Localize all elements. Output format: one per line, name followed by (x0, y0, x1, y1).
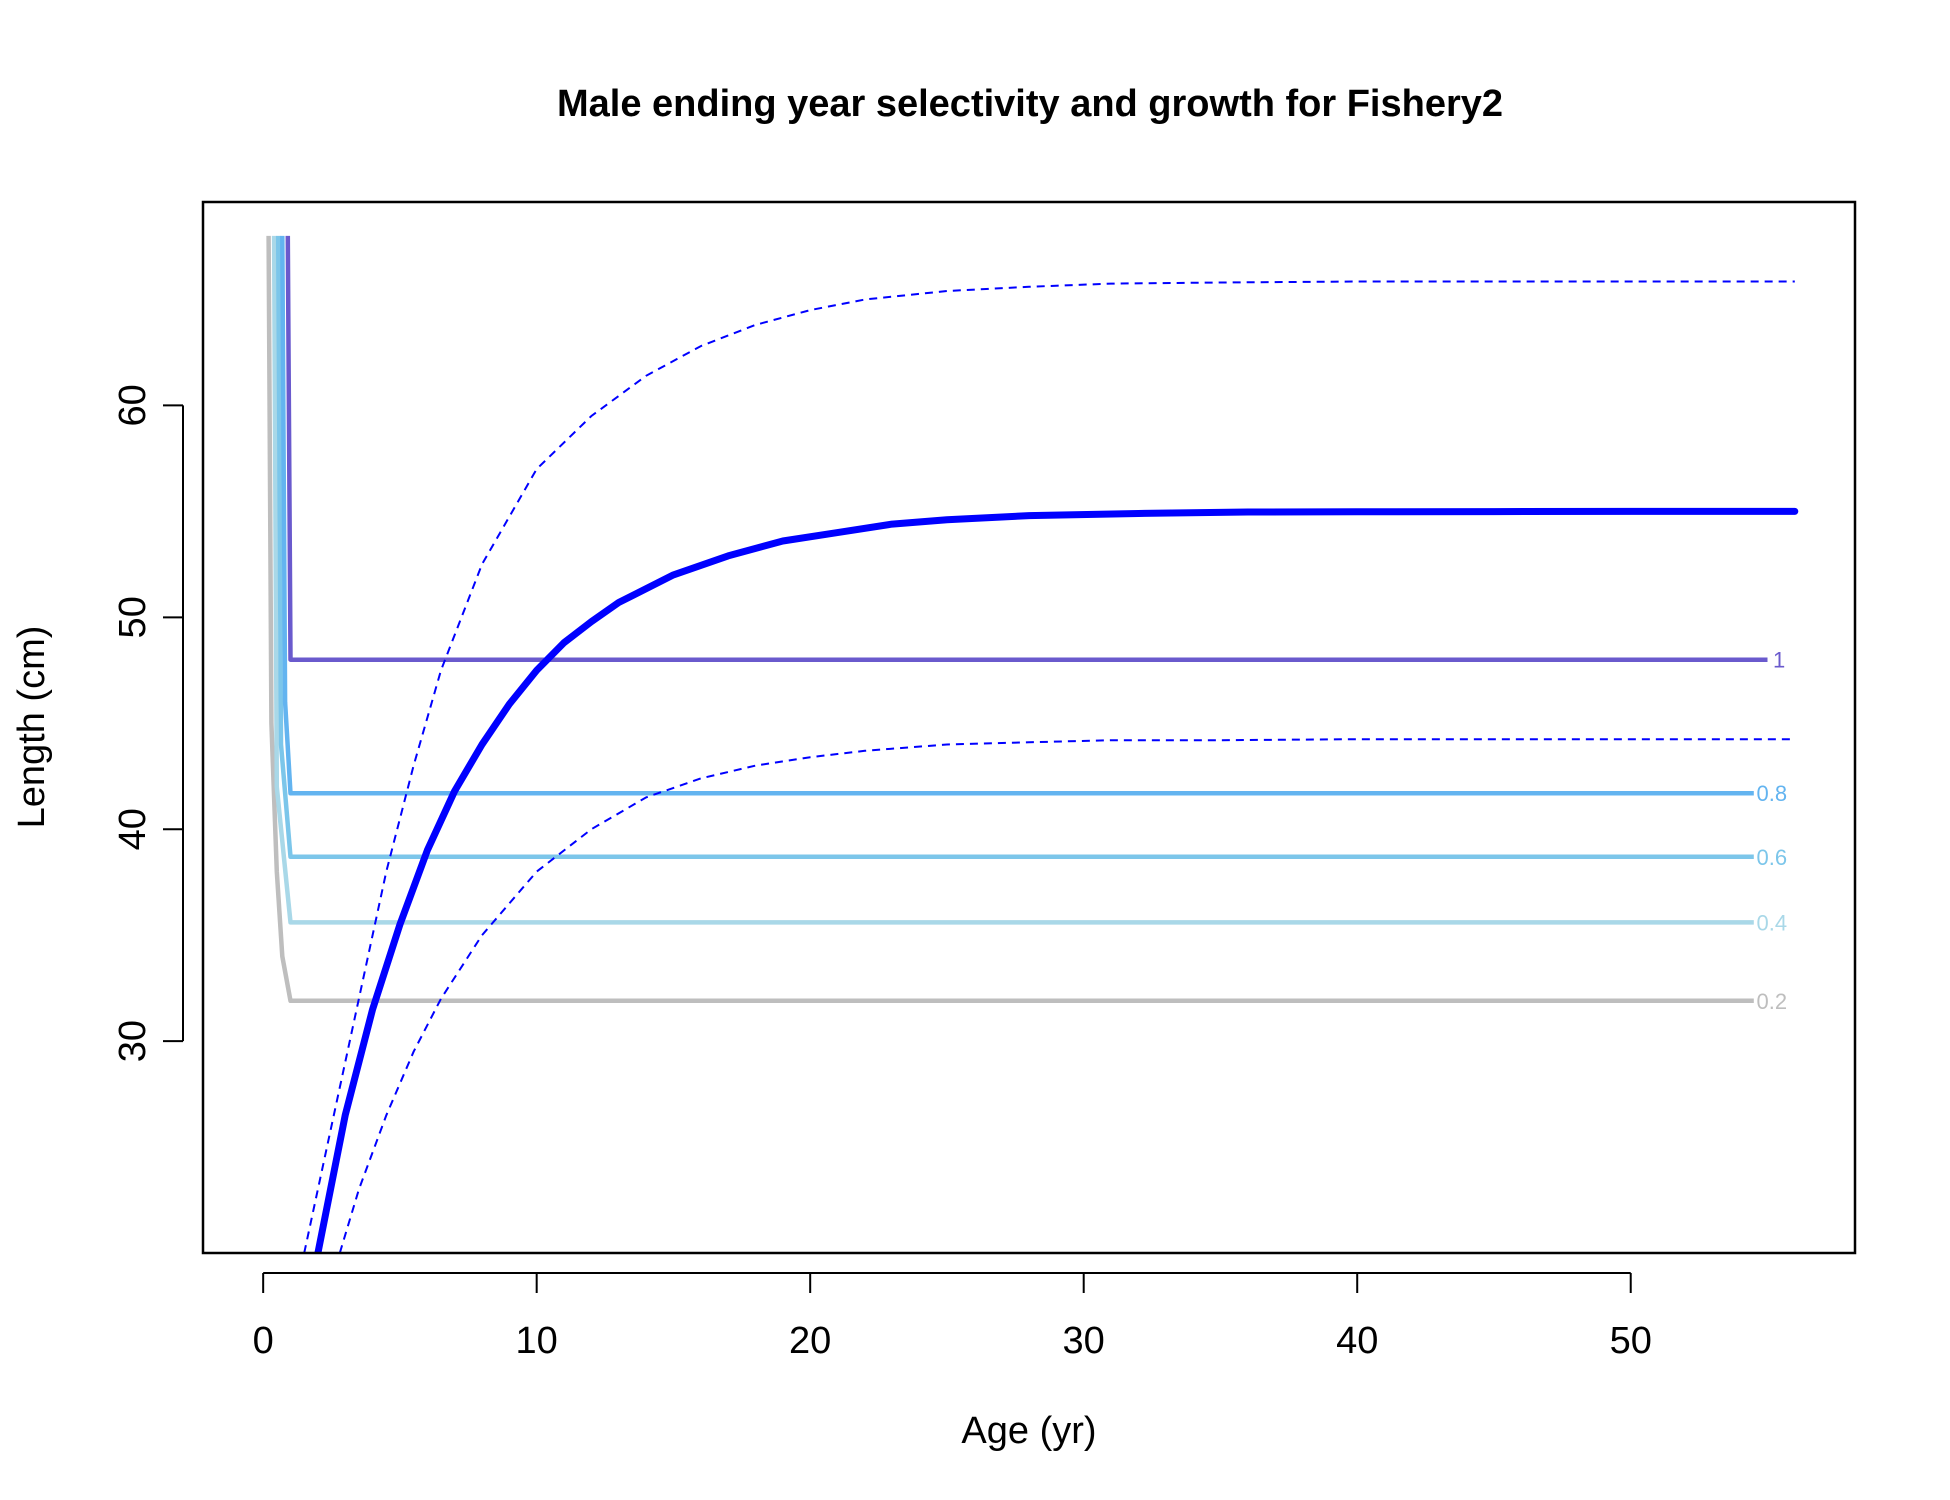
y-axis-label: Length (cm) (11, 626, 53, 829)
selectivity-label-1: 1 (1773, 648, 1785, 673)
x-axis-label: Age (yr) (961, 1410, 1096, 1452)
chart-title: Male ending year selectivity and growth … (557, 83, 1503, 125)
y-tick-label: 40 (112, 808, 154, 850)
selectivity-label-0_6: 0.6 (1757, 845, 1788, 870)
y-tick-label: 60 (112, 384, 154, 426)
selectivity-label-0_8: 0.8 (1757, 781, 1788, 806)
y-tick-label: 50 (112, 596, 154, 638)
y-tick-label: 30 (112, 1020, 154, 1062)
axes: 0 10 20 30 40 50 30 40 50 60 (112, 384, 1652, 1362)
selectivity-line-1 (285, 235, 1768, 662)
selectivity-line-0_6 (275, 235, 1754, 860)
growth-upper-ci-line (303, 280, 1795, 1253)
series-group (266, 235, 1799, 1253)
x-tick-label: 0 (253, 1320, 274, 1362)
growth-lower-ci-line (338, 738, 1795, 1253)
selectivity-line-0_4 (271, 235, 1754, 925)
selectivity-line-0_8 (280, 235, 1754, 796)
plot-frame (201, 200, 1857, 1255)
x-tick-label: 10 (516, 1320, 558, 1362)
plot-area: 0.2 0.4 0.6 0.8 1 (266, 235, 1799, 1253)
x-tick-label: 40 (1336, 1320, 1378, 1362)
selectivity-label-0_2: 0.2 (1757, 989, 1788, 1014)
selectivity-line-0_2 (266, 235, 1754, 1004)
x-tick-label: 30 (1063, 1320, 1105, 1362)
x-tick-label: 50 (1610, 1320, 1652, 1362)
selectivity-label-0_4: 0.4 (1757, 910, 1788, 935)
growth-mean-line (314, 507, 1799, 1253)
x-tick-label: 20 (789, 1320, 831, 1362)
